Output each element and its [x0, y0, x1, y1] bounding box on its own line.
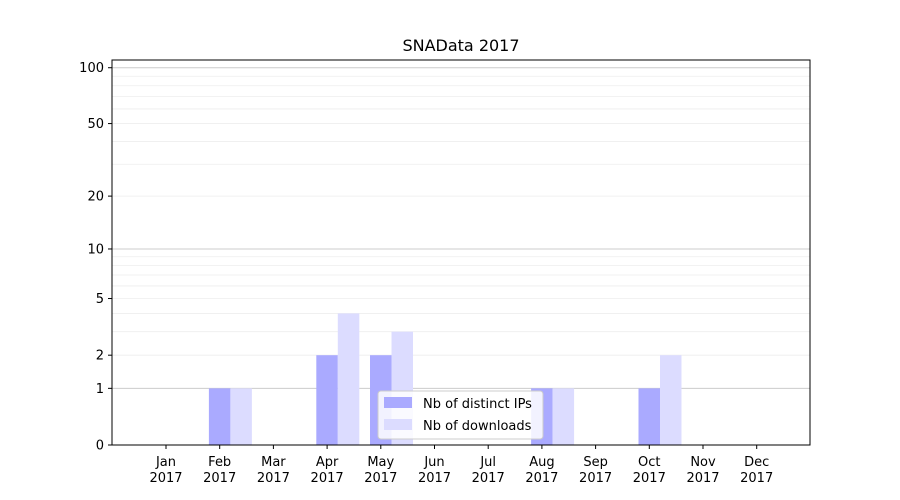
- x-tick-label-month: Dec: [744, 455, 769, 470]
- x-tick-label-year: 2017: [257, 471, 290, 486]
- y-tick-label: 20: [87, 190, 104, 205]
- x-tick-label-year: 2017: [686, 471, 719, 486]
- bar-distinct-ips: [208, 388, 231, 445]
- legend-label-downloads: Nb of downloads: [423, 419, 532, 434]
- plot-frame: [111, 59, 811, 446]
- y-tick-label: 0: [96, 439, 104, 454]
- x-tick-label-month: Jan: [155, 455, 176, 470]
- bar-downloads: [552, 388, 575, 445]
- x-tick-label-month: Apr: [316, 455, 339, 470]
- x-tick-label-year: 2017: [418, 471, 451, 486]
- legend-swatch-downloads: [384, 419, 412, 430]
- x-tick-label-year: 2017: [364, 471, 397, 486]
- x-tick-label-year: 2017: [203, 471, 236, 486]
- x-tick-label-month: Sep: [583, 455, 608, 470]
- bar-distinct-ips: [316, 355, 338, 445]
- legend-label-ips: Nb of distinct IPs: [423, 397, 532, 412]
- x-tick-label-month: Nov: [690, 455, 716, 470]
- legend-box: [377, 390, 544, 440]
- x-tick-label-month: Mar: [261, 455, 286, 470]
- y-tick-label: 100: [79, 61, 104, 76]
- axes: 0125102050100Jan2017Feb2017Mar2017Apr201…: [79, 61, 773, 486]
- bar-downloads: [660, 355, 682, 445]
- bar-downloads: [230, 388, 252, 445]
- x-tick-label-year: 2017: [525, 471, 558, 486]
- x-tick-label-year: 2017: [579, 471, 612, 486]
- x-tick-label-year: 2017: [149, 471, 182, 486]
- bar-downloads: [337, 313, 360, 445]
- bar-distinct-ips: [638, 388, 660, 445]
- x-tick-label-month: Oct: [638, 455, 660, 470]
- x-tick-label-year: 2017: [740, 471, 773, 486]
- legend: Nb of distinct IPs Nb of downloads: [377, 390, 544, 440]
- x-tick-label-month: Feb: [208, 455, 231, 470]
- x-tick-label-year: 2017: [311, 471, 344, 486]
- x-tick-label-month: Jun: [423, 455, 444, 470]
- y-tick-label: 5: [96, 292, 104, 307]
- legend-swatch-ips: [384, 397, 412, 408]
- x-tick-label-year: 2017: [633, 471, 666, 486]
- grid: [112, 67, 810, 389]
- y-tick-label: 10: [87, 242, 104, 257]
- x-tick-label-year: 2017: [472, 471, 505, 486]
- y-tick-label: 2: [96, 349, 104, 364]
- x-tick-label-month: Aug: [529, 455, 554, 470]
- chart-title: SNAData 2017: [402, 36, 519, 55]
- x-tick-label-month: May: [367, 455, 394, 470]
- y-tick-label: 50: [87, 117, 104, 132]
- y-tick-label: 1: [96, 382, 104, 397]
- x-tick-label-month: Jul: [479, 455, 496, 470]
